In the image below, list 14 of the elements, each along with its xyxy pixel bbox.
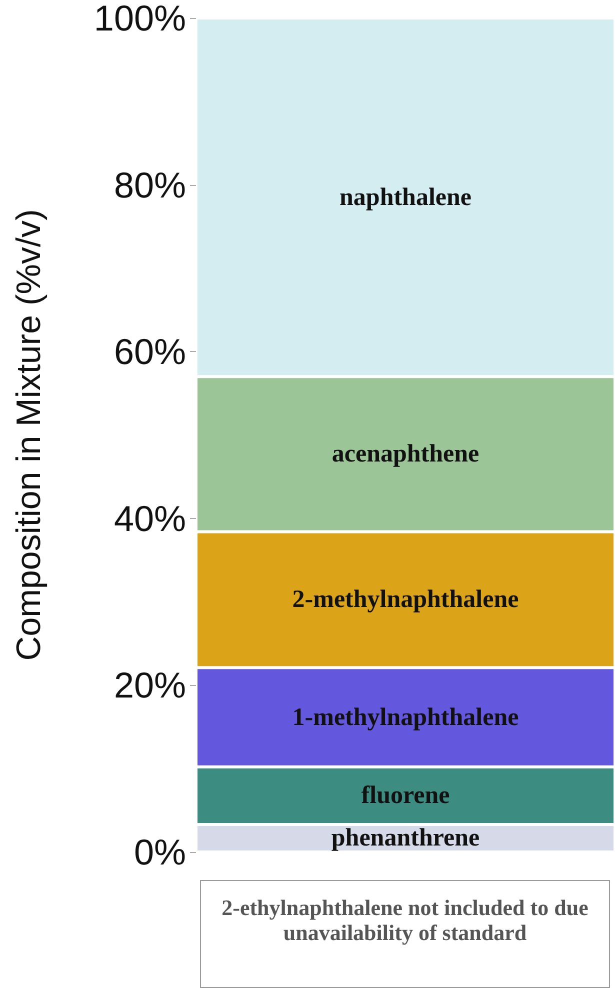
- series-label: 1-methylnaphthalene: [292, 704, 519, 731]
- text: 2-ethylnaphthalene not included to due unavailability of standard: [200, 880, 610, 988]
- series-label: acenaphthene: [332, 440, 480, 468]
- series-label: phenanthrene: [331, 824, 480, 852]
- y-axis-title: Composition in Mixture (%v/v): [10, 209, 48, 661]
- series-label: fluorene: [361, 782, 450, 810]
- y-tick-label: 100%: [94, 0, 186, 38]
- y-tick-label: 80%: [114, 164, 186, 206]
- y-tick-label: 0%: [134, 832, 186, 872]
- series-label: naphthalene: [340, 184, 472, 211]
- y-tick-label: 60%: [114, 331, 186, 372]
- y-tick-label: 20%: [114, 664, 186, 706]
- series-label: 2-methylnaphthalene: [292, 586, 519, 614]
- y-tick-label: 40%: [114, 498, 186, 539]
